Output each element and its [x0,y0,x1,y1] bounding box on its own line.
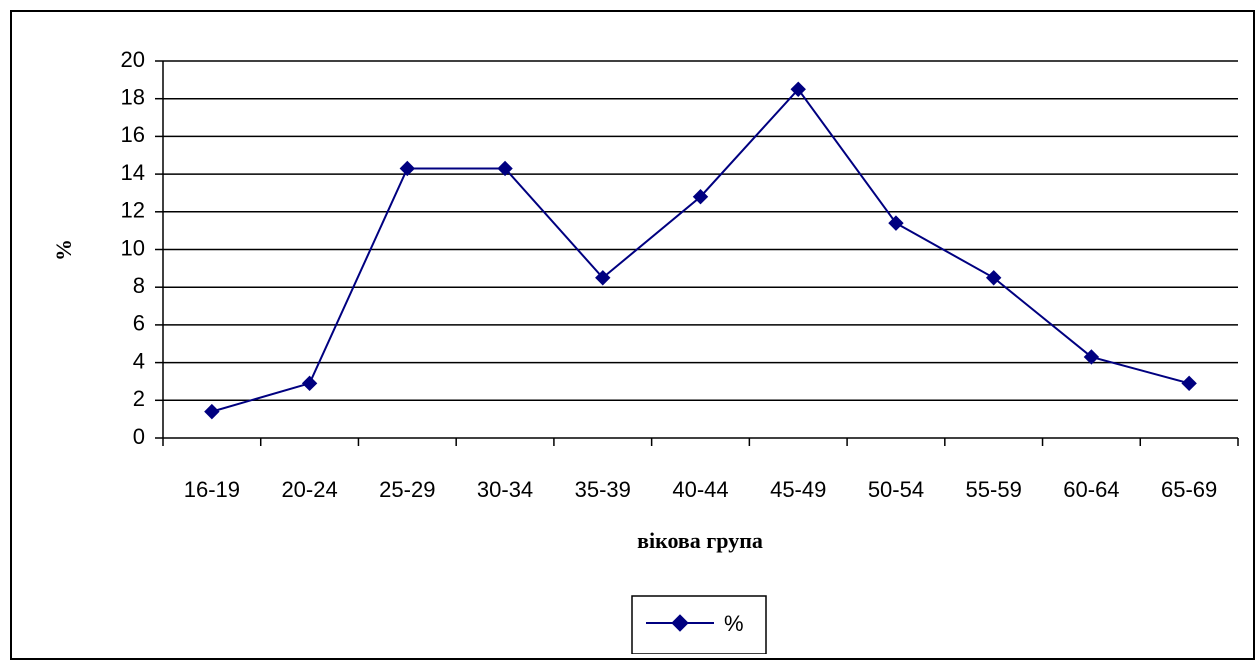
data-point-marker [204,403,220,420]
x-tick-label: 55-59 [966,477,1022,502]
y-tick-labels: 0 2 4 6 8 10 12 14 16 18 20 [121,47,145,449]
y-tick-label: 0 [133,424,145,449]
data-point-marker [497,160,513,177]
x-tick-label: 40-44 [672,477,728,502]
y-tick-label: 14 [121,160,145,185]
legend: % [631,595,767,654]
x-tick-label: 50-54 [868,477,924,502]
x-tick-label: 25-29 [379,477,435,502]
data-point-marker [692,189,709,205]
data-point-marker [595,270,611,286]
legend-label: % [724,611,744,636]
x-tick-label: 20-24 [281,477,337,502]
y-tick-label: 4 [133,348,145,373]
data-point-marker [985,270,1002,286]
x-tick-label: 35-39 [575,477,631,502]
data-point-marker [790,81,806,97]
data-point-marker [399,160,416,177]
axes [155,60,1239,446]
data-point-marker [1083,349,1100,365]
grid-lines [163,60,1238,402]
data-point-marker [301,375,318,392]
y-tick-label: 2 [133,386,145,411]
data-point-marker [1181,375,1197,392]
legend-box [631,595,767,654]
x-tick-label: 45-49 [770,477,826,502]
x-tick-label: 65-69 [1161,477,1217,502]
x-axis-title: вікова група [637,528,763,553]
y-tick-label: 18 [121,85,145,110]
y-tick-label: 20 [121,47,145,72]
y-tick-label: 10 [121,235,145,260]
series-layer [204,81,1197,420]
chart-frame [10,10,1255,660]
y-axis-title: % [51,239,76,261]
y-tick-label: 16 [121,122,145,147]
x-tick-labels: 16-19 20-24 25-29 30-34 35-39 40-44 45-49 50-54… [184,477,1218,502]
y-tick-label: 12 [121,198,145,223]
legend-marker [671,614,689,632]
x-tick-label: 60-64 [1063,477,1119,502]
x-tick-label: 30-34 [477,477,533,502]
data-point-marker [888,215,904,231]
y-tick-label: 8 [133,273,145,298]
x-tick-label: 16-19 [184,477,240,502]
y-tick-label: 6 [133,311,145,336]
